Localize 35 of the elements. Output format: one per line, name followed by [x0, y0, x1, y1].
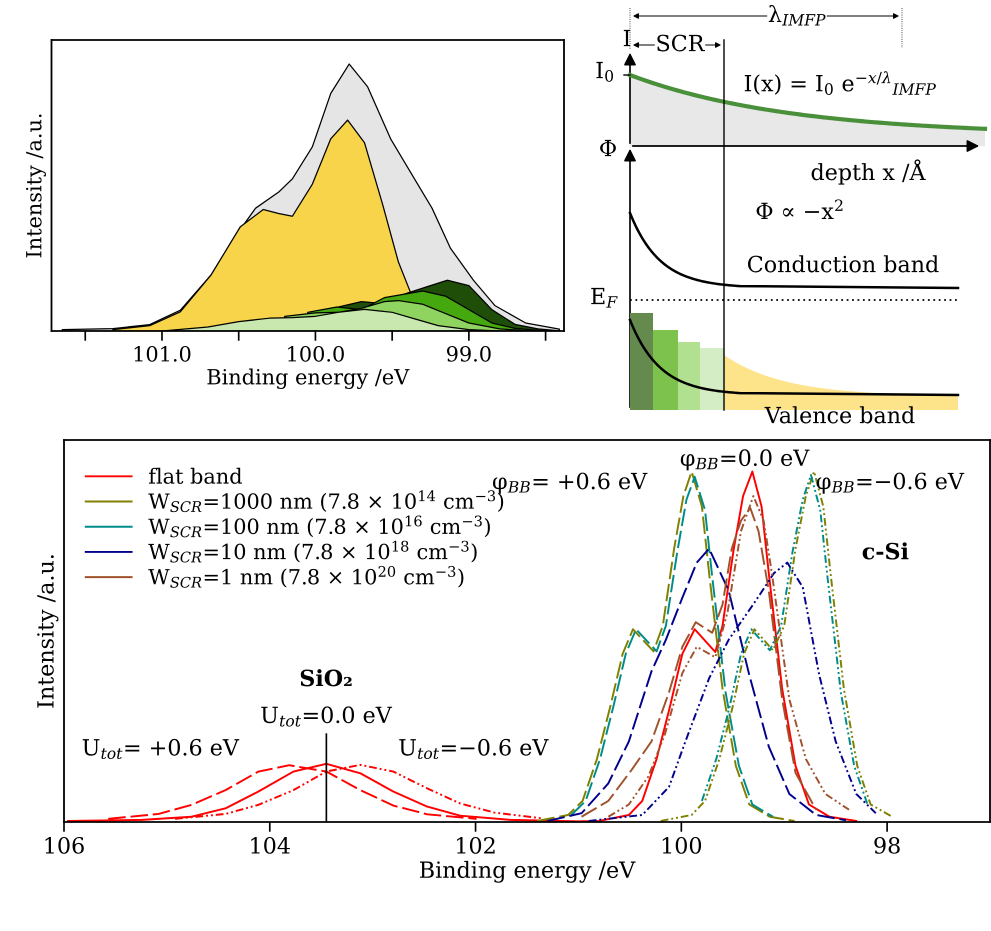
text: λ$_{IMFP}$	[768, 5, 826, 26]
legend-label: W$_{SCR}$=1 nm (7.8 × 10$^{20}$ cm$^{−3}$)	[148, 566, 464, 588]
text: Valence band	[764, 406, 915, 424]
x-tick-label: 102	[457, 836, 495, 854]
x-tick-label: 100	[662, 836, 702, 854]
text: Conduction band	[748, 255, 939, 272]
x-tick-label: 101.0	[134, 346, 190, 362]
text: Φ	[600, 140, 616, 156]
text: E$_{F}$	[591, 288, 618, 308]
annotation: U$_{tot}$=−0.6 eV	[399, 738, 549, 760]
legend-label: W$_{SCR}$=100 nm (7.8 × 10$^{16}$ cm$^{−3}$)	[148, 515, 490, 538]
text: I	[624, 30, 630, 46]
annotation: c-Si	[862, 542, 908, 560]
y-axis-title: Intensity /a.u.	[26, 114, 46, 258]
x-axis-title: Binding energy /eV	[420, 860, 636, 883]
annotation: SiO₂	[300, 669, 352, 686]
annotation: φ$_{BB}$= +0.6 eV	[493, 472, 648, 494]
x-tick-label: 104	[251, 836, 290, 854]
text: φ$_{BB}$=0.0 eV	[680, 449, 810, 470]
legend-label: W$_{SCR}$=10 nm (7.8 × 10$^{18}$ cm$^{−3}$)	[148, 540, 477, 563]
legend-label: flat band	[149, 468, 242, 484]
x-tick-label: 100.0	[288, 346, 344, 362]
annotation: φ$_{BB}$=−0.6 eV	[816, 472, 964, 494]
x-tick-label: 98	[874, 836, 900, 854]
y-axis-title: Intensity /a.u.	[37, 555, 58, 708]
text: I(x) = I$_{0}$ e$^{−x/λ}$$_{IMFP}$	[744, 71, 936, 95]
text: depth x /Å	[812, 159, 926, 185]
x-tick-label: 106	[46, 836, 84, 854]
text: SCR	[657, 34, 706, 52]
text: I$_{0}$	[596, 62, 614, 82]
x-axis-title: Binding energy /eV	[207, 368, 410, 389]
annotation: U$_{tot}$= +0.6 eV	[82, 738, 240, 760]
x-tick-label: 99.0	[446, 346, 491, 362]
annotation: U$_{tot}$=0.0 eV	[261, 706, 392, 727]
text: Φ ∝ −x$^{2}$	[756, 199, 842, 219]
